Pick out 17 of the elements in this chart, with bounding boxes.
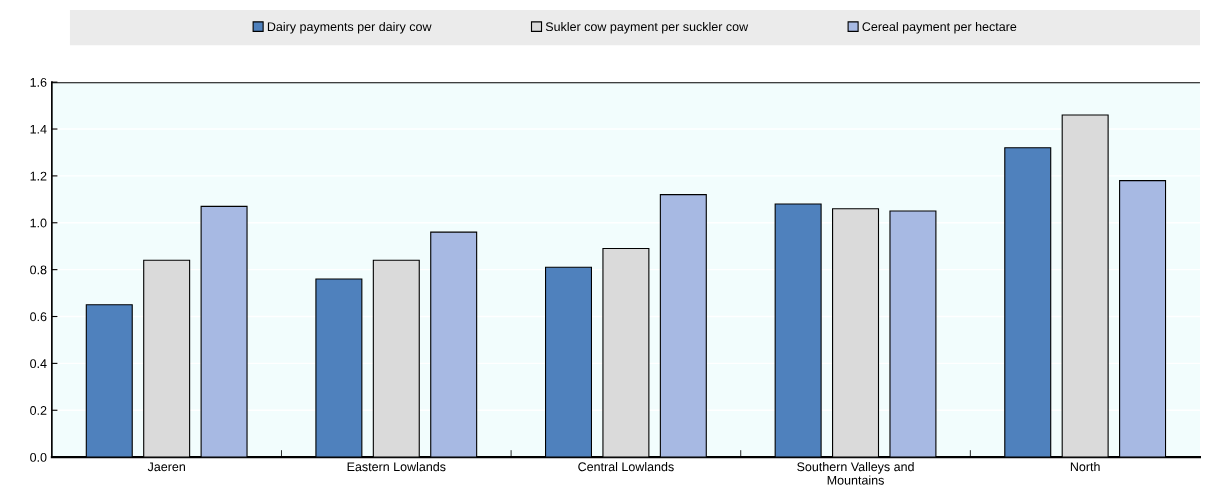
x-tick-label: Eastern Lowlands [347, 461, 446, 472]
legend-label: Cereal payment per hectare [862, 21, 1017, 34]
y-tick-label: 0.4 [30, 359, 47, 369]
y-tick-label: 0.6 [30, 312, 47, 322]
y-tick-label: 1.2 [30, 171, 47, 181]
legend-label: Dairy payments per dairy cow [267, 21, 432, 34]
x-tick-label: Jaeren [147, 462, 185, 472]
x-tick-label: Central Lowlands [578, 461, 674, 472]
x-tick-label: North [1070, 461, 1100, 472]
legend-label: Sukler cow payment per suckler cow [545, 21, 749, 34]
y-tick-label: 0.2 [30, 406, 47, 415]
x-tick-label: Southern Valleys and Mountains [797, 461, 914, 485]
y-tick-label: 1.6 [30, 77, 47, 87]
y-tick-label: 0.0 [30, 452, 47, 462]
y-tick-label: 1.4 [30, 124, 47, 134]
y-tick-label: 1.0 [30, 218, 47, 228]
y-tick-label: 0.8 [30, 265, 47, 275]
